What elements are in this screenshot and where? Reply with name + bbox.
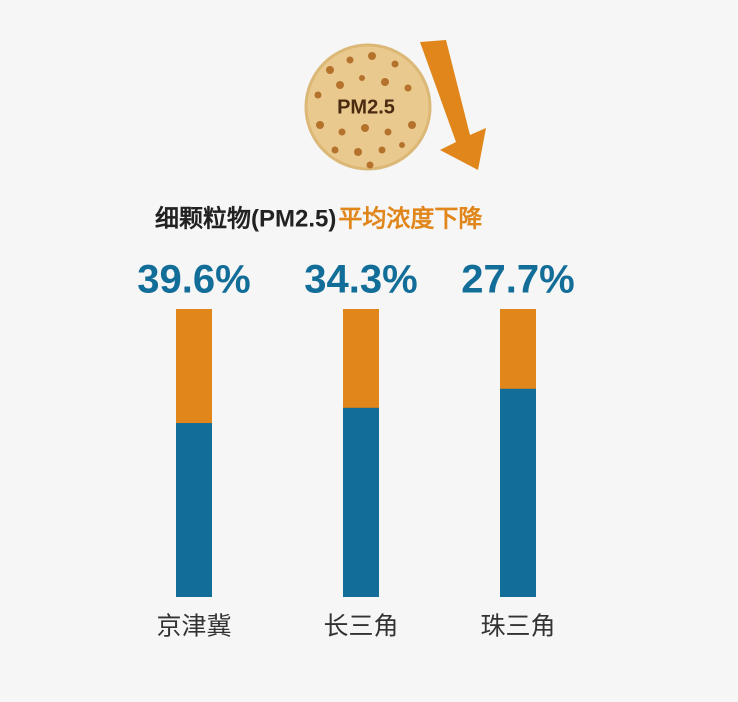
x-tick-label: 长三角 — [323, 613, 398, 641]
bar — [500, 309, 536, 389]
value-label: 39.6% — [137, 258, 250, 302]
chart-title: 细颗粒物(PM2.5) — [155, 204, 336, 232]
value-label: 27.7% — [461, 258, 574, 302]
x-tick-label: 京津冀 — [156, 613, 231, 641]
x-tick-label: 珠三角 — [480, 613, 555, 641]
bar — [176, 309, 212, 424]
chart-title-highlight: 平均浓度下降 — [338, 204, 483, 232]
bar — [343, 309, 379, 408]
particle-disc — [304, 43, 432, 171]
pm-icon: PM2.5 — [304, 40, 486, 171]
value-label: 34.3% — [304, 258, 417, 302]
particle-dots — [314, 52, 416, 169]
icon-label: PM2.5 — [337, 96, 395, 118]
down-arrow — [420, 40, 486, 170]
